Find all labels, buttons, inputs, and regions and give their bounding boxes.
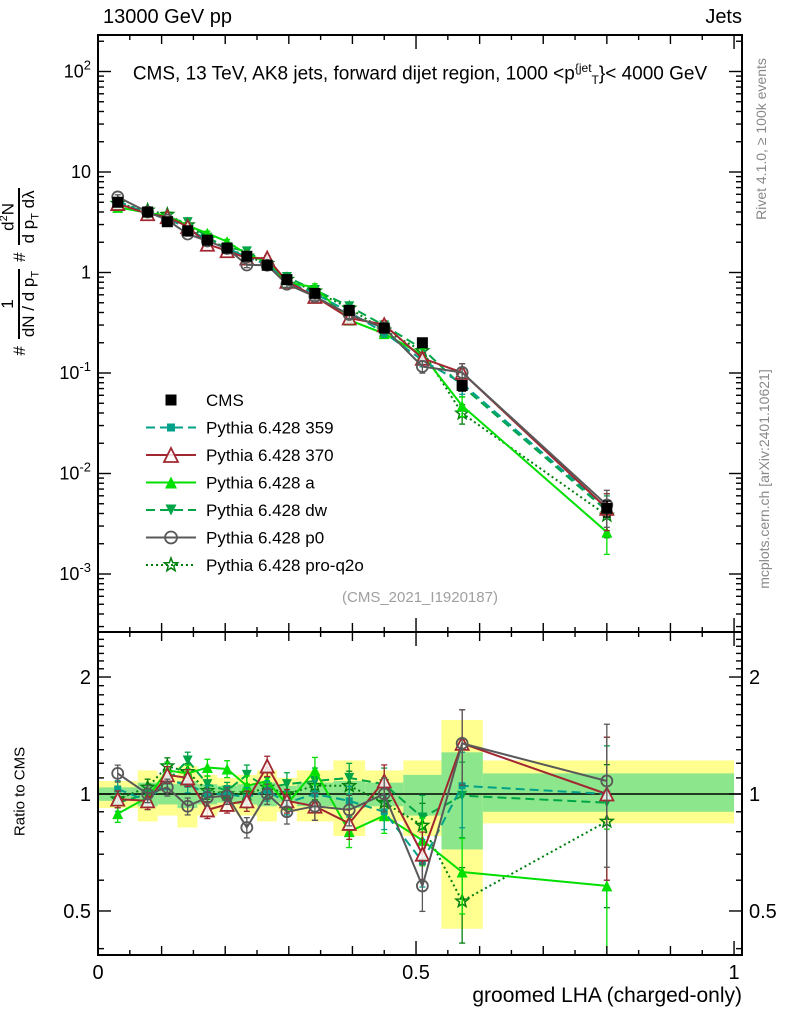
series-top-pythia-6-428-a [112,201,613,556]
svg-text:2: 2 [749,667,760,689]
svg-text:1: 1 [81,263,91,283]
plot-title: CMS, 13 TeV, AK8 jets, forward dijet reg… [132,61,708,88]
svg-text:0: 0 [92,962,103,984]
svg-text:Pythia 6.428 a: Pythia 6.428 a [206,474,315,493]
svg-text:CMS: CMS [206,391,244,410]
axis-ticks [97,35,742,955]
ratio-axis-title: Ratio to CMS [11,746,29,837]
svg-text:Pythia 6.428 359: Pythia 6.428 359 [206,419,334,438]
svg-text:10-2: 10-2 [59,460,91,484]
legend: CMS Pythia 6.428 359 Pythia 6.428 370 Pythi… [146,391,364,575]
legend-item: Pythia 6.428 a [146,474,315,493]
svg-text:1: 1 [728,962,739,984]
legend-item: Pythia 6.428 dw [146,501,328,520]
svg-text:Pythia 6.428 p0: Pythia 6.428 p0 [206,529,324,548]
svg-text:2: 2 [80,667,91,689]
rivet-version-note: Rivet 4.1.0, ≥ 100k events [753,58,769,220]
legend-item: Pythia 6.428 359 [146,419,334,438]
svg-text:0.5: 0.5 [402,962,430,984]
series-top-pythia-6-428-p0 [111,190,614,528]
series-ratio-pythia-6-428-p0 [111,709,614,913]
svg-text:0.5: 0.5 [749,901,777,923]
y-axis-title: # 1 dN / d pT # d2N d pT dλ [0,188,42,356]
analysis-group-label: Jets [705,6,742,28]
svg-text:0.5: 0.5 [63,901,91,923]
series-top-cms [112,196,613,518]
svg-text:102: 102 [64,58,91,82]
legend-item: Pythia 6.428 pro-q2o [146,555,364,575]
legend-item: CMS [165,391,244,410]
x-axis-title: groomed LHA (charged-only) [472,984,742,1007]
series-top-pythia-6-428-359 [114,197,611,532]
uncertainty-bands [98,720,735,929]
mcplots-arxiv-note: mcplots.cern.ch [arXiv:2401.10621] [756,369,772,589]
svg-text:Pythia 6.428 dw: Pythia 6.428 dw [206,501,328,520]
fraction-2: d2N d pT dλ [0,188,42,246]
legend-item: Pythia 6.428 p0 [146,529,324,548]
series-top-pythia-6-428-370 [109,195,615,532]
svg-text:10-3: 10-3 [59,560,91,584]
svg-text:1: 1 [749,784,760,806]
svg-text:10: 10 [71,162,91,182]
axis-tick-labels: 102 10 1 10-1 10-2 10-3 2 2 1 1 0.5 0.5 0 0.5 1 [59,58,776,985]
beam-energy-label: 13000 GeV pp [103,6,232,28]
fraction-1: 1 dN / d pT [0,268,42,340]
legend-item: Pythia 6.428 370 [146,445,334,465]
svg-text:Pythia 6.428 370: Pythia 6.428 370 [206,446,334,465]
series-top-pythia-6-428-pro-q2o [109,194,616,539]
svg-text:1: 1 [80,784,91,806]
svg-text:10-1: 10-1 [59,359,91,383]
analysis-id-watermark: (CMS_2021_I1920187) [342,589,498,606]
svg-text:Pythia 6.428 pro-q2o: Pythia 6.428 pro-q2o [206,556,364,575]
